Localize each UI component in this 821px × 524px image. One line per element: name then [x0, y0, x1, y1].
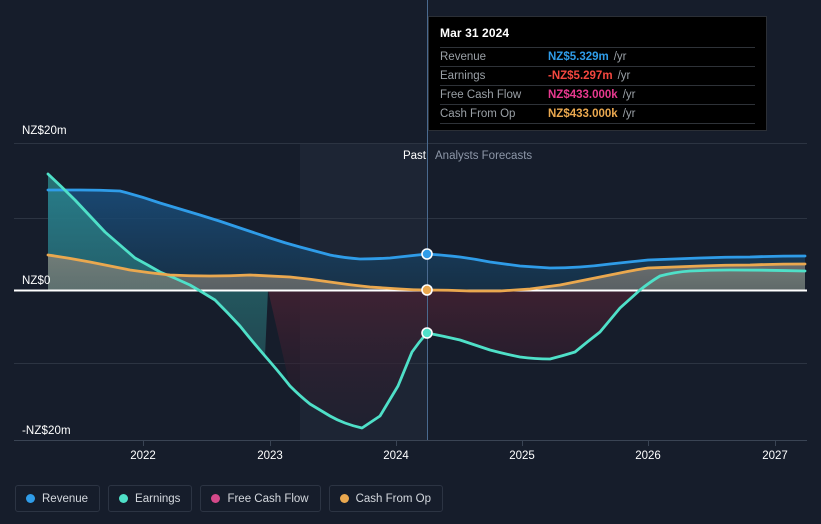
tooltip-value-earnings: -NZ$5.297m [548, 70, 613, 82]
past-label: Past [402, 150, 426, 162]
legend-label-cash-from-op: Cash From Op [355, 492, 432, 505]
tooltip-unit-earnings: /yr [617, 70, 631, 82]
analysts-forecasts-label: Analysts Forecasts [435, 150, 533, 162]
tooltip: Mar 31 2024 Revenue NZ$5.329m /yr Earnin… [428, 16, 767, 131]
tooltip-label-earnings: Earnings [440, 70, 486, 82]
tooltip-unit-cash-from-op: /yr [622, 108, 636, 120]
tooltip-label-revenue: Revenue [440, 51, 487, 63]
revenue-area [48, 190, 805, 290]
x-axis-label-2026: 2026 [635, 450, 661, 462]
earnings-line [46, 172, 807, 430]
revenue-marker[interactable] [421, 248, 433, 260]
tooltip-unit-revenue: /yr [613, 51, 627, 63]
tooltip-value-cash-from-op: NZ$433.000k [548, 108, 618, 120]
tooltip-title: Mar 31 2024 [440, 26, 510, 40]
earnings-area-negative [268, 290, 640, 428]
cash-from-op-marker[interactable] [421, 284, 433, 296]
y-axis-label-bottom: -NZ$20m [22, 425, 71, 437]
legend-item-revenue[interactable]: Revenue [15, 485, 101, 512]
legend-label-earnings: Earnings [135, 492, 181, 505]
legend-item-free-cash-flow[interactable]: Free Cash Flow [200, 485, 321, 512]
chart-svg [14, 0, 807, 446]
cash-from-op-color-dot-icon [339, 494, 349, 503]
legend: Revenue Earnings Free Cash Flow Cash Fro… [15, 485, 444, 512]
legend-label-free-cash-flow: Free Cash Flow [227, 492, 309, 505]
tooltip-value-revenue: NZ$5.329m [548, 51, 609, 63]
x-axis-label-2023: 2023 [257, 450, 283, 462]
x-axis-label-2022: 2022 [130, 450, 156, 462]
tooltip-row-cash-from-op: Cash From Op NZ$433.000k /yr [440, 104, 755, 124]
x-axis-ticks [143, 440, 776, 446]
tooltip-value-free-cash-flow: NZ$433.000k [548, 89, 618, 101]
y-axis-label-zero: NZ$0 [22, 275, 51, 287]
cash-from-op-area [48, 255, 805, 291]
free-cash-flow-color-dot-icon [211, 494, 221, 503]
chart-area: NZ$20m NZ$0 -NZ$20m 2022 2023 2024 2025 … [14, 0, 807, 462]
legend-item-earnings[interactable]: Earnings [108, 485, 193, 512]
tooltip-label-cash-from-op: Cash From Op [440, 108, 516, 120]
earnings-color-dot-icon [119, 494, 129, 503]
tooltip-row-revenue: Revenue NZ$5.329m /yr [440, 47, 755, 66]
tooltip-label-free-cash-flow: Free Cash Flow [440, 89, 522, 101]
legend-item-cash-from-op[interactable]: Cash From Op [328, 485, 444, 512]
x-axis-label-2025: 2025 [509, 450, 535, 462]
legend-label-revenue: Revenue [42, 492, 89, 505]
x-axis-label-2027: 2027 [762, 450, 788, 462]
tooltip-unit-free-cash-flow: /yr [622, 89, 636, 101]
earnings-marker[interactable] [421, 327, 433, 339]
x-axis-label-2024: 2024 [383, 450, 409, 462]
tooltip-row-free-cash-flow: Free Cash Flow NZ$433.000k /yr [440, 85, 755, 104]
tooltip-row-earnings: Earnings -NZ$5.297m /yr [440, 66, 755, 85]
y-axis-label-top: NZ$20m [22, 125, 67, 137]
revenue-color-dot-icon [26, 494, 35, 503]
